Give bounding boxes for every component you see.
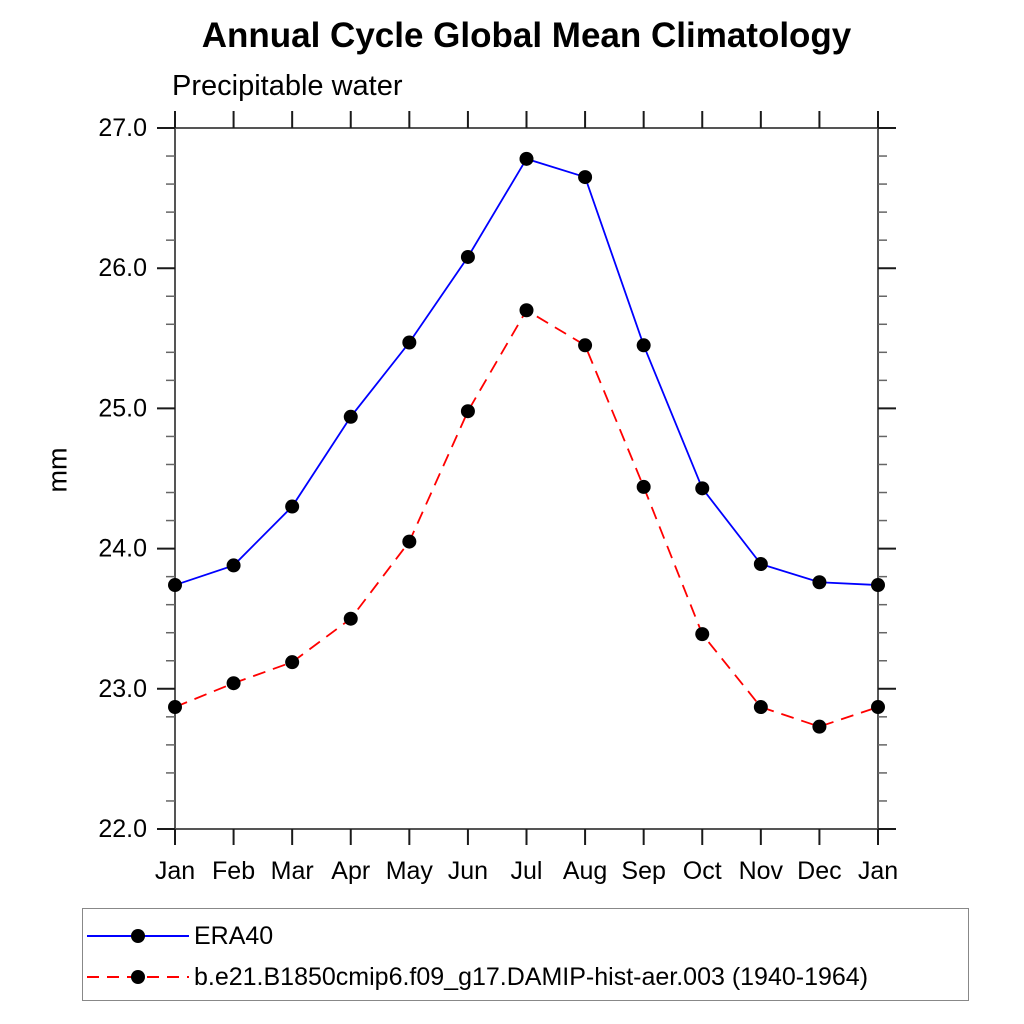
legend-item-era40: ERA40 [85,918,273,954]
y-tick-label: 22.0 [98,815,147,843]
y-tick-label: 23.0 [98,675,147,703]
y-tick-label: 25.0 [98,394,147,422]
data-point-marker [168,700,182,715]
data-point-marker [753,557,768,572]
legend-swatch-dashed-line-icon [87,970,189,984]
y-tick-label: 24.0 [98,535,147,563]
data-point-marker [343,409,358,424]
data-point-marker [519,151,534,166]
x-tick-label: Nov [739,857,784,885]
data-point-marker [285,499,300,514]
series-line-era40 [174,157,879,586]
data-point-marker [871,578,885,593]
legend-item-model: b.e21.B1850cmip6.f09_g17.DAMIP-hist-aer.… [85,959,868,995]
x-tick-label: Jan [155,857,195,885]
x-tick-label: Feb [212,857,255,885]
x-tick-label: Apr [331,857,370,885]
data-point-marker [695,481,710,496]
y-tick-label: 26.0 [98,254,147,282]
data-point-marker [343,611,358,626]
data-point-marker [460,404,475,419]
data-point-marker [812,575,827,590]
data-point-marker [519,303,534,318]
x-tick-label: Dec [797,857,841,885]
chart-subtitle: Precipitable water [172,70,403,102]
data-point-marker [578,170,593,185]
y-tick-label: 27.0 [98,114,147,142]
x-tick-label: Jan [858,857,898,885]
data-point-marker [402,335,417,350]
legend-label-era40: ERA40 [194,921,274,950]
legend-box: ERA40 b.e21.B1850cmip6.f09_g17.DAMIP-his… [82,908,969,1001]
data-point-marker [636,479,651,494]
data-point-marker [753,700,768,715]
chart-title: Annual Cycle Global Mean Climatology [201,16,852,55]
x-tick-label: Aug [563,857,607,885]
x-tick-label: Sep [621,857,665,885]
data-point-marker [168,578,182,593]
x-tick-label: Oct [683,857,722,885]
x-tick-label: May [386,857,434,885]
data-point-marker [226,676,241,691]
data-point-marker [578,338,593,353]
data-point-marker [226,558,241,573]
legend-label-model: b.e21.B1850cmip6.f09_g17.DAMIP-hist-aer.… [194,962,869,991]
axis-frame [174,127,879,830]
data-point-marker [871,700,885,715]
data-point-marker [636,338,651,353]
data-point-marker [695,627,710,642]
x-tick-label: Mar [271,857,314,885]
x-tick-label: Jun [448,857,488,885]
data-point-marker [285,655,300,670]
x-tick-label: Jul [511,857,543,885]
data-point-marker [402,534,417,549]
data-point-marker [812,719,827,734]
data-point-marker [460,249,475,264]
legend-swatch-solid-line-icon [87,929,189,943]
